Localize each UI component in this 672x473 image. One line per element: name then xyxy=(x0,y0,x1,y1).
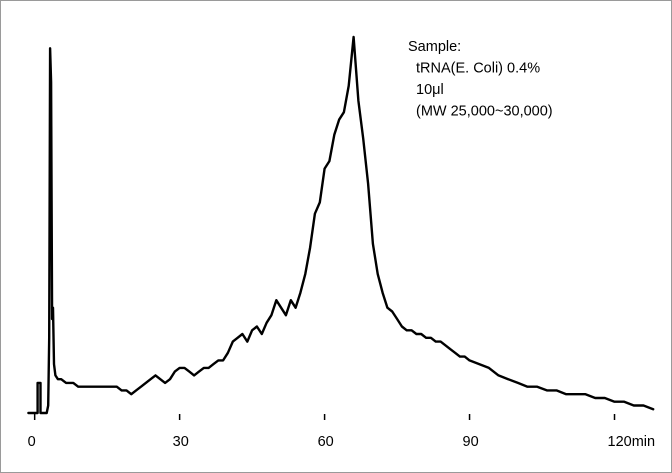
annotation-line: 10μl xyxy=(416,82,444,98)
plot-area xyxy=(27,35,655,415)
x-tick-label: 90 xyxy=(463,434,479,450)
chromatogram-trace xyxy=(27,35,655,415)
x-tick-label: 0 xyxy=(28,434,36,450)
annotation-heading: Sample: xyxy=(408,39,461,55)
x-tick-label: 30 xyxy=(173,434,189,450)
x-tick-label: 120min xyxy=(608,434,656,450)
sample-annotation: Sample: tRNA(E. Coli) 0.4% 10μl (MW 25,000~… xyxy=(408,39,553,120)
x-axis: 0 30 60 90 120min xyxy=(28,414,655,450)
annotation-line: (MW 25,000~30,000) xyxy=(416,104,553,120)
x-tick-label: 60 xyxy=(318,434,334,450)
annotation-line: tRNA(E. Coli) 0.4% xyxy=(416,61,540,77)
